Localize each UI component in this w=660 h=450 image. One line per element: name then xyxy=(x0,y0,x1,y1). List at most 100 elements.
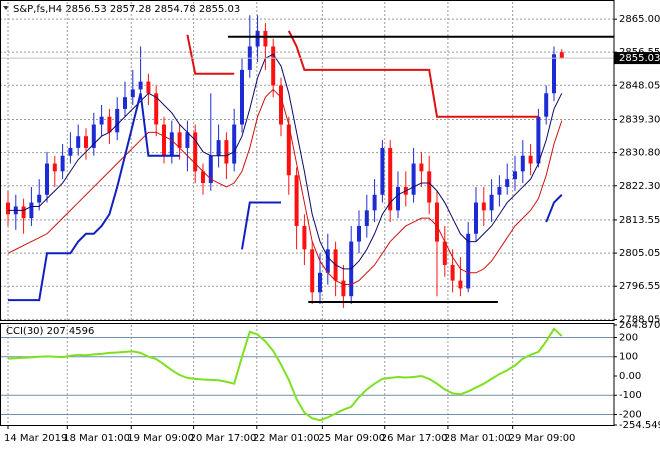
candle-body xyxy=(559,52,564,59)
candle-body xyxy=(544,93,549,117)
candle-body xyxy=(232,124,237,164)
candle-body xyxy=(21,206,26,219)
candle-body xyxy=(279,85,283,125)
candle-body xyxy=(162,124,166,156)
candle-body xyxy=(115,108,120,133)
candle-body xyxy=(208,155,213,184)
indicator-line xyxy=(545,194,563,223)
candle-body xyxy=(146,81,151,94)
candle-body xyxy=(435,202,439,242)
candle-body xyxy=(185,132,190,148)
panel-frame xyxy=(0,323,615,426)
candle-body xyxy=(68,147,73,156)
indicator-line xyxy=(241,201,281,250)
candle-body xyxy=(224,140,229,164)
candle-body xyxy=(505,179,510,187)
candle-body xyxy=(6,202,10,215)
x-tick-label: 25 Mar 09:00 xyxy=(318,433,385,444)
candle-body xyxy=(255,30,260,47)
candle-body xyxy=(201,171,205,184)
candle-body xyxy=(177,132,182,148)
candle-body xyxy=(37,194,42,203)
price-label: 2855.03 xyxy=(619,53,660,64)
y-tick-label: 2865.00 xyxy=(619,14,660,25)
indicator-line xyxy=(7,88,563,285)
candle-body xyxy=(489,194,494,211)
y-tick-label: 200 xyxy=(619,332,638,343)
candle-body xyxy=(341,280,346,297)
candle-body xyxy=(380,147,385,195)
candle-body xyxy=(513,171,517,180)
indicator-line xyxy=(8,93,180,302)
candle-body xyxy=(325,249,330,273)
candle-body xyxy=(216,140,221,156)
y-tick-label: 2796.55 xyxy=(619,281,660,292)
x-tick-label: 29 Mar 09:00 xyxy=(509,433,576,444)
candle-body xyxy=(364,210,369,226)
candle-body xyxy=(520,155,525,172)
x-tick-label: 28 Mar 01:00 xyxy=(444,433,511,444)
y-tick-label: 2839.30 xyxy=(619,114,660,125)
y-tick-label: -254.5499 xyxy=(619,420,660,431)
candle-body xyxy=(357,225,361,242)
candle-body xyxy=(497,186,502,195)
y-tick-label: 0.00 xyxy=(619,371,641,382)
candle-body xyxy=(294,175,299,226)
candle-body xyxy=(99,116,104,125)
x-tick-label: 26 Mar 17:00 xyxy=(381,433,448,444)
y-tick-label: 2805.05 xyxy=(619,248,660,259)
candle-body xyxy=(52,163,57,172)
indicator-line xyxy=(287,30,539,118)
indicator-line xyxy=(8,53,563,270)
candle-body xyxy=(442,241,447,265)
y-tick-label: 2848.05 xyxy=(619,80,660,91)
panel-frame xyxy=(0,0,615,321)
candle-body xyxy=(419,163,424,172)
candle-body xyxy=(536,116,541,164)
candle-body xyxy=(107,116,112,133)
candle-body xyxy=(458,280,463,289)
y-tick-label: 264.8701 xyxy=(619,320,660,331)
candle-body xyxy=(481,202,486,211)
candle-body xyxy=(411,163,416,195)
candle-body xyxy=(286,124,291,176)
candle-body xyxy=(138,81,143,90)
candle-body xyxy=(76,136,81,148)
y-tick-label: 2813.55 xyxy=(619,215,660,226)
y-tick-label: -200 xyxy=(619,409,642,420)
candle-body xyxy=(91,124,96,148)
cci-line xyxy=(7,327,563,422)
candle-body xyxy=(263,30,268,47)
y-tick-label: -100 xyxy=(619,390,642,401)
candle-body xyxy=(388,147,393,211)
candle-body xyxy=(310,249,315,293)
y-tick-label: 2822.30 xyxy=(619,181,660,192)
candle-body xyxy=(450,264,455,281)
candle-body xyxy=(271,46,276,86)
candle-body xyxy=(474,202,478,234)
candle-body xyxy=(29,202,34,219)
candle-body xyxy=(302,225,307,250)
y-tick-label: 2830.80 xyxy=(619,148,660,159)
candle-body xyxy=(193,132,198,172)
y-tick-label: 100 xyxy=(619,352,638,363)
candle-body xyxy=(240,69,244,125)
candle-body xyxy=(396,186,400,211)
candle-body xyxy=(528,155,533,164)
x-tick-label: 22 Mar 01:00 xyxy=(253,433,320,444)
candle-body xyxy=(427,171,432,203)
candle-body xyxy=(123,97,127,109)
indicator-line xyxy=(186,34,235,75)
candle-body xyxy=(466,233,471,289)
candle-body xyxy=(60,155,65,172)
candle-body xyxy=(372,194,377,211)
candle-body xyxy=(169,132,174,156)
price-box xyxy=(614,52,660,65)
x-tick-label: 19 Mar 09:00 xyxy=(127,433,194,444)
candle-body xyxy=(552,54,556,94)
indicator-label: CCI(30) 207.4596 xyxy=(6,326,94,337)
candle-body xyxy=(154,93,159,125)
x-tick-label: 18 Mar 01:00 xyxy=(63,433,130,444)
